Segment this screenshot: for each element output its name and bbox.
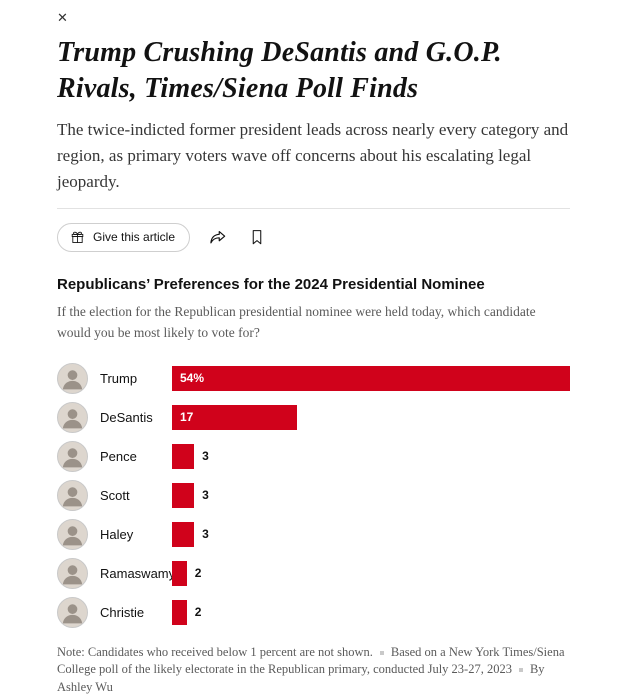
bar-value-label: 3 bbox=[202, 488, 209, 503]
bar-track: 3 bbox=[172, 515, 570, 554]
bar-track: 2 bbox=[172, 554, 570, 593]
bar bbox=[172, 599, 187, 625]
bar bbox=[172, 560, 187, 586]
article-deck: The twice-indicted former president lead… bbox=[57, 119, 569, 192]
bar-value-label: 3 bbox=[202, 527, 209, 542]
article-toolbar: Give this article bbox=[57, 207, 570, 252]
candidate-name: Trump bbox=[100, 370, 138, 386]
headline: Trump Crushing DeSantis and G.O.P. Rival… bbox=[57, 37, 502, 104]
chart-subtitle: If the election for the Republican presi… bbox=[57, 303, 536, 340]
chart-title: Republicans’ Preferences for the 2024 Pr… bbox=[57, 275, 485, 293]
bar bbox=[172, 365, 570, 391]
close-icon: ✕ bbox=[57, 11, 68, 26]
bar bbox=[172, 482, 195, 508]
give-article-label: Give this article bbox=[93, 230, 176, 245]
person-icon bbox=[62, 486, 83, 506]
candidate-name: Haley bbox=[100, 526, 134, 542]
close-button[interactable]: ✕ bbox=[57, 12, 68, 25]
person-icon bbox=[62, 447, 83, 467]
candidate-name: Scott bbox=[100, 487, 130, 503]
bar-track: 2 bbox=[172, 593, 570, 632]
give-article-button[interactable]: Give this article bbox=[57, 222, 191, 252]
candidate-name: Pence bbox=[100, 448, 137, 464]
bar-value-label: 3 bbox=[202, 449, 209, 464]
note-byline: By Ashley Wu bbox=[57, 662, 545, 694]
person-icon bbox=[62, 564, 83, 584]
share-icon bbox=[210, 231, 226, 244]
bar-value-label: 17 bbox=[180, 410, 194, 425]
bookmark-button[interactable] bbox=[246, 226, 268, 248]
gift-icon bbox=[71, 231, 84, 243]
person-icon bbox=[62, 603, 83, 623]
bar-track: 17 bbox=[172, 398, 570, 437]
chart-row: Haley 3 bbox=[57, 515, 570, 554]
bar-value-label: 54% bbox=[180, 371, 205, 386]
chart-row: Ramaswamy 2 bbox=[57, 554, 570, 593]
candidate-avatar bbox=[57, 596, 88, 628]
person-icon bbox=[62, 369, 83, 389]
candidate-avatar bbox=[57, 557, 88, 589]
candidate-name: Christie bbox=[100, 604, 145, 620]
bullet-separator bbox=[518, 668, 523, 673]
poll-chart: Republicans’ Preferences for the 2024 Pr… bbox=[57, 276, 570, 696]
note-methodology: Note: Candidates who received below 1 pe… bbox=[57, 644, 373, 659]
bar bbox=[172, 521, 195, 547]
candidate-avatar bbox=[57, 479, 88, 511]
bar-track: 3 bbox=[172, 437, 570, 476]
chart-row: DeSantis 17 bbox=[57, 398, 570, 437]
chart-row: Scott 3 bbox=[57, 476, 570, 515]
person-icon bbox=[62, 525, 83, 545]
bar-value-label: 2 bbox=[194, 566, 202, 581]
bar-value-label: 2 bbox=[194, 605, 202, 620]
chart-row: Christie 2 bbox=[57, 593, 570, 632]
bar-track: 54% bbox=[172, 359, 570, 398]
candidate-name: DeSantis bbox=[100, 409, 153, 425]
candidate-avatar bbox=[57, 401, 88, 433]
bar-track: 3 bbox=[172, 476, 570, 515]
bookmark-icon bbox=[252, 230, 262, 245]
candidate-avatar bbox=[57, 362, 88, 394]
candidate-name: Ramaswamy bbox=[100, 565, 176, 581]
bullet-separator bbox=[379, 650, 384, 655]
candidate-avatar bbox=[57, 440, 88, 472]
person-icon bbox=[62, 408, 83, 428]
chart-rows: Trump 54% DeSantis 17 bbox=[57, 359, 570, 632]
chart-row: Pence 3 bbox=[57, 437, 570, 476]
bar bbox=[172, 404, 298, 430]
source-note: Note: Candidates who received below 1 pe… bbox=[57, 644, 570, 697]
note-source: Based on a New York Times/Siena College … bbox=[57, 644, 565, 677]
bar bbox=[172, 443, 195, 469]
share-button[interactable] bbox=[206, 225, 230, 249]
chart-row: Trump 54% bbox=[57, 359, 570, 398]
candidate-avatar bbox=[57, 518, 88, 550]
